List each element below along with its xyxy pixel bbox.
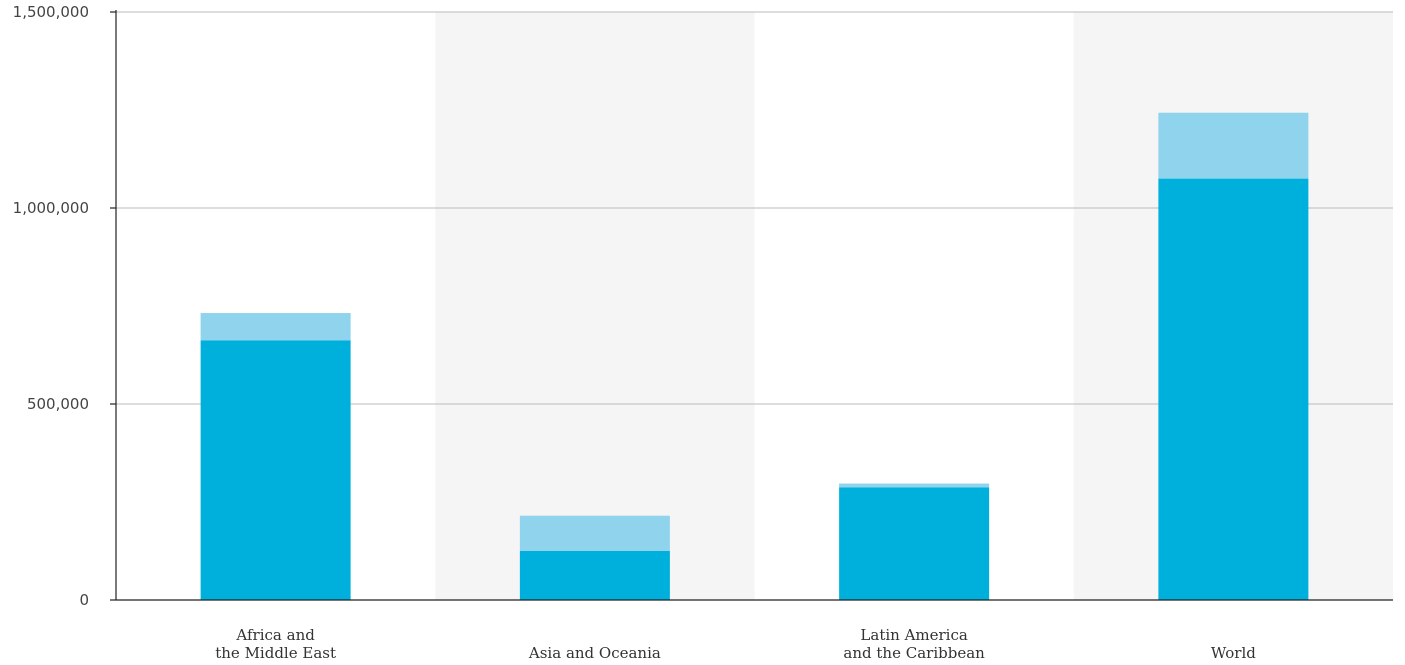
axes — [110, 10, 1393, 601]
category-band — [435, 12, 755, 600]
bar-segment-1 — [200, 340, 351, 600]
bars — [200, 112, 1309, 600]
category-label-line: the Middle East — [215, 644, 336, 662]
bar-segment-2 — [200, 313, 351, 341]
category-labels: Africa and the Middle East Asia and Oceani… — [215, 626, 1256, 662]
y-tick-labels: 0 500,000 1,000,000 1,500,000 — [13, 3, 89, 609]
y-tick-label: 500,000 — [27, 395, 89, 413]
category-label: World — [1211, 644, 1256, 662]
bar-segment-2 — [839, 483, 990, 488]
category-label: Latin America and the Caribbean — [843, 626, 985, 662]
category-label: Asia and Oceania — [528, 644, 661, 662]
category-label-line: Asia and Oceania — [528, 644, 661, 662]
category-label-line: and the Caribbean — [843, 644, 985, 662]
category-label-line: Latin America — [860, 626, 967, 644]
y-tick-label: 1,000,000 — [13, 199, 89, 217]
y-tick-label: 0 — [79, 591, 89, 609]
category-label-line: World — [1211, 644, 1256, 662]
category-label-line: Africa and — [235, 626, 315, 644]
category-label: Africa and the Middle East — [215, 626, 336, 662]
bar-segment-2 — [519, 515, 670, 551]
bar-segment-2 — [1158, 112, 1309, 179]
bar-segment-1 — [1158, 178, 1309, 600]
y-tick-label: 1,500,000 — [13, 3, 89, 21]
bar-segment-1 — [839, 487, 990, 600]
bar-segment-1 — [519, 551, 670, 600]
